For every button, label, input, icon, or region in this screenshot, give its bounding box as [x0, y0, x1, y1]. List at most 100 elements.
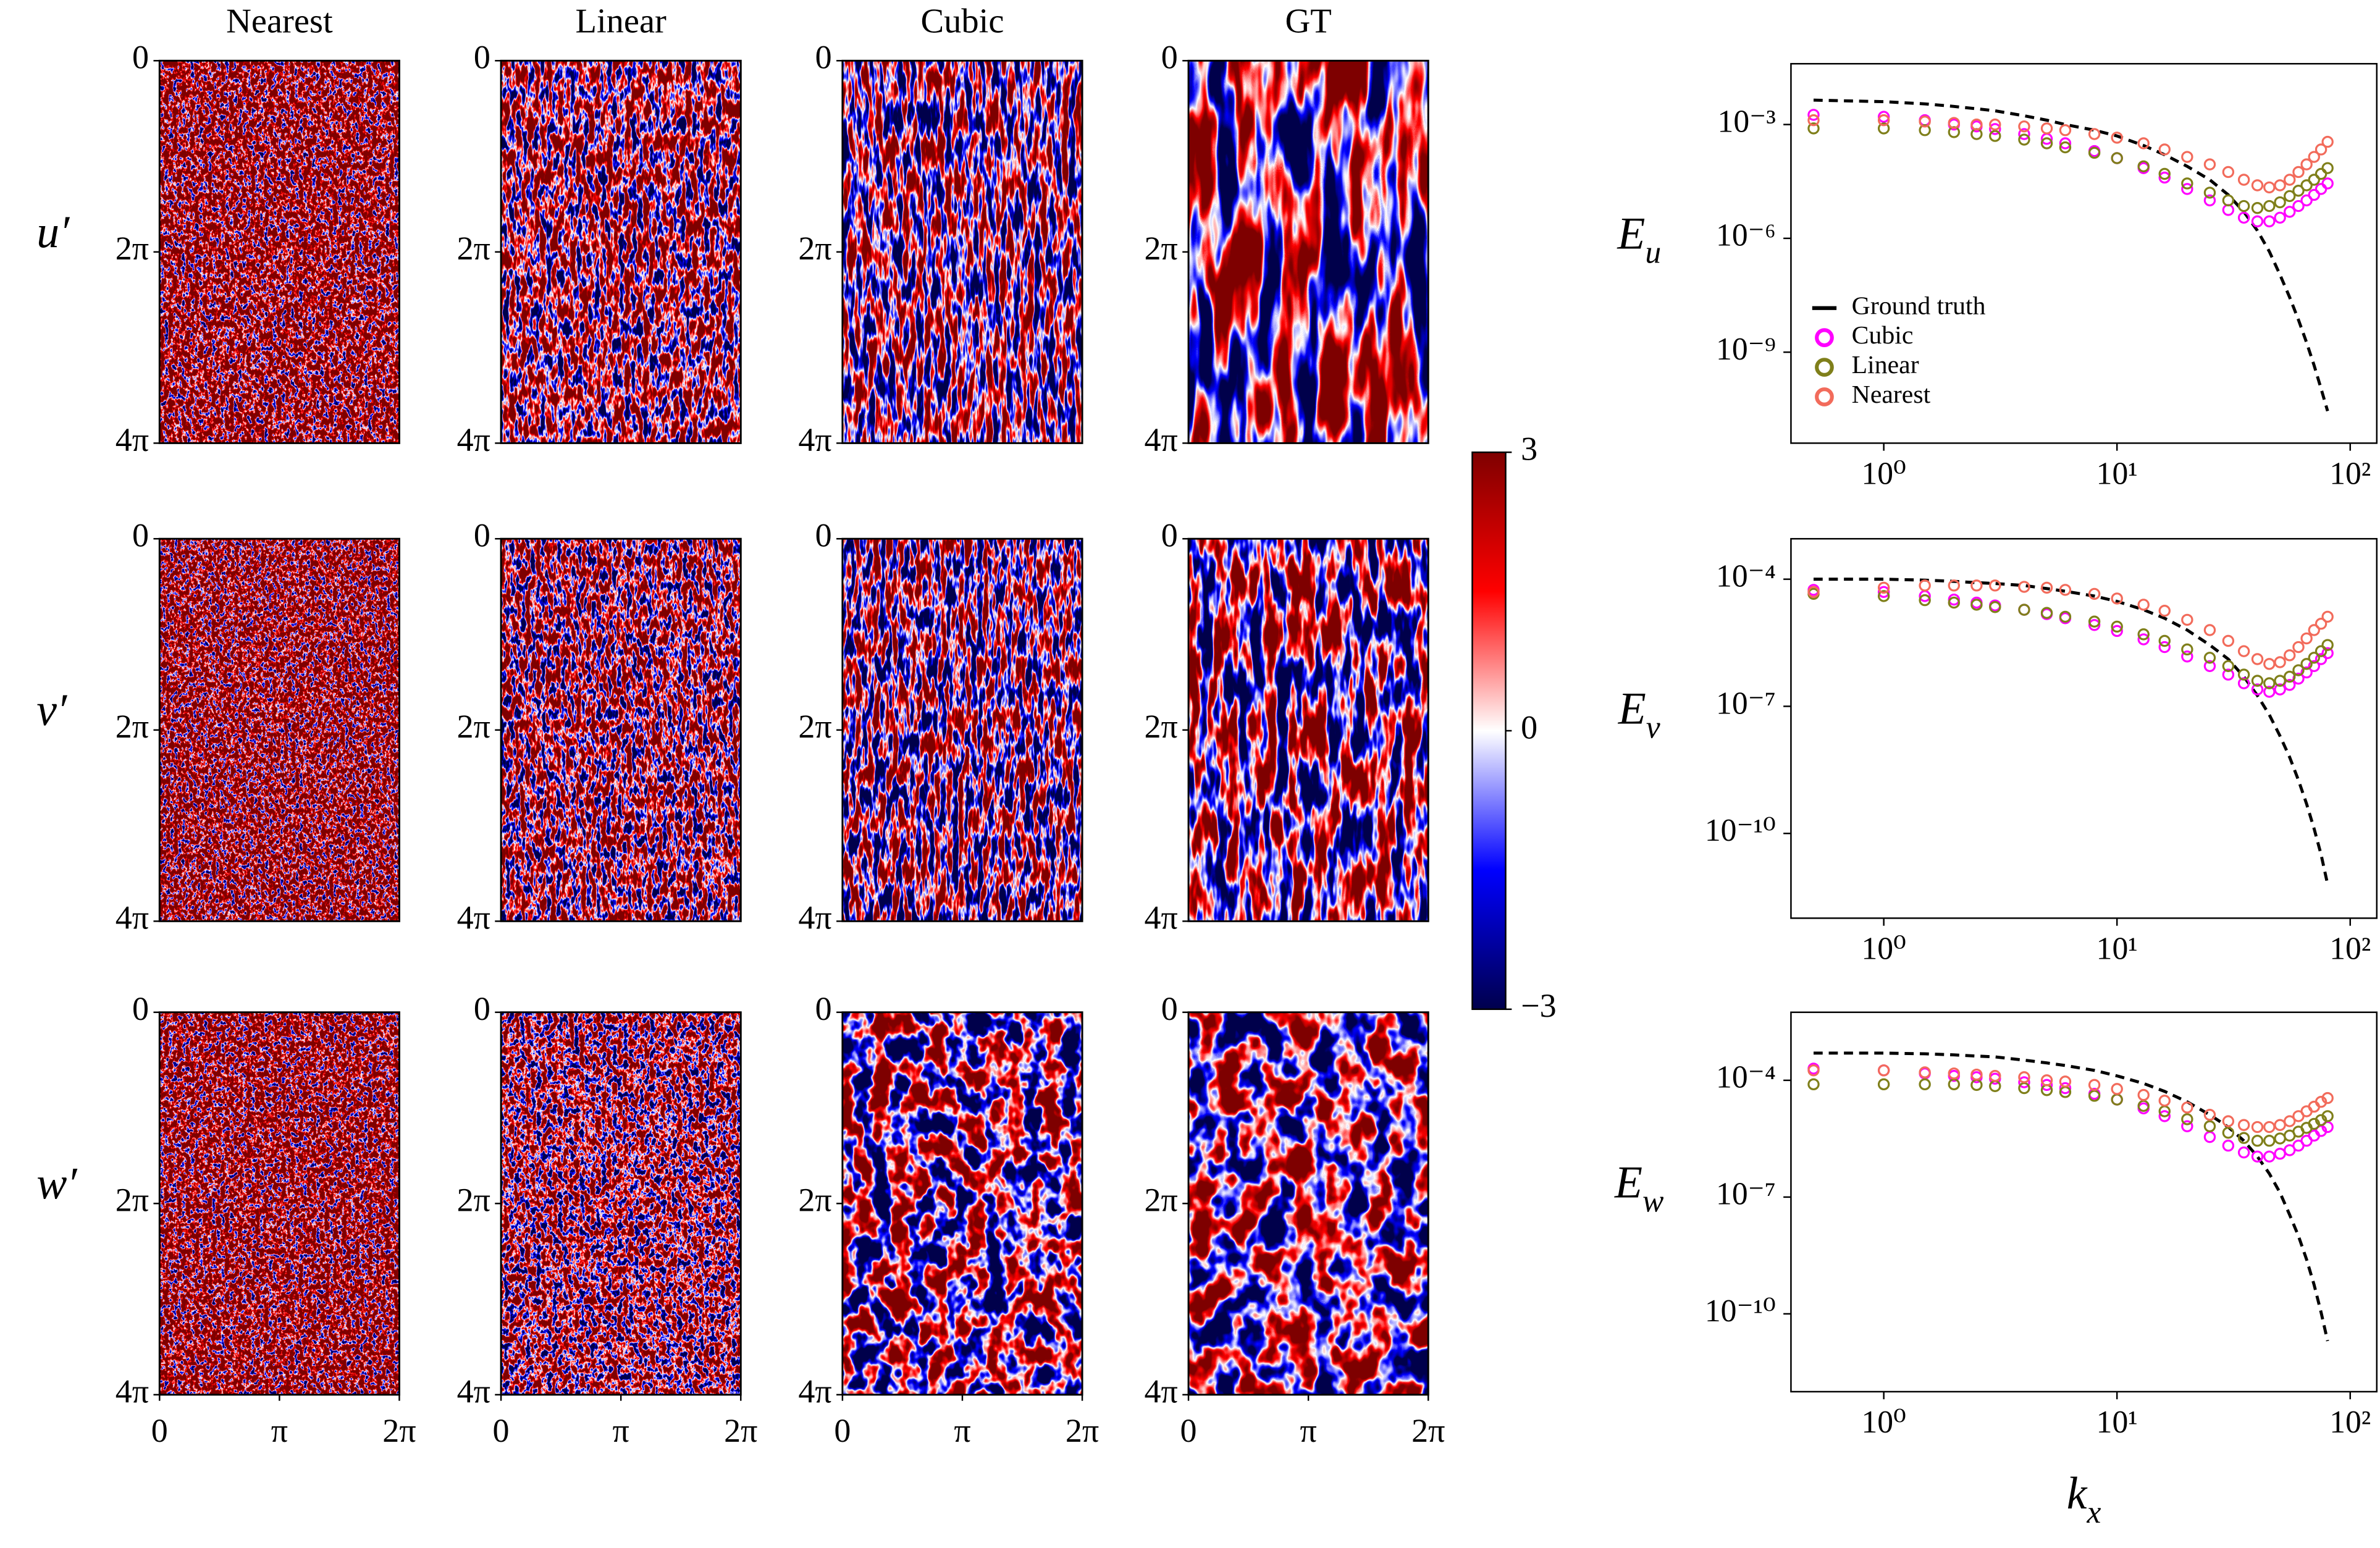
- spectrum-point: [2059, 124, 2072, 137]
- spectrum-point: [2263, 1121, 2276, 1134]
- spectrum-point: [2203, 158, 2216, 170]
- spectrum-point: [1989, 601, 2001, 613]
- spectrum-point: [2308, 151, 2320, 163]
- y-tick-label: 0: [474, 990, 490, 1027]
- y-tick-label: 0: [474, 39, 490, 76]
- spectrum-point: [2274, 1119, 2286, 1131]
- legend-marker: [1815, 387, 1834, 406]
- field-panel: [1188, 61, 1429, 444]
- spectrum-point: [1989, 118, 2001, 131]
- spectrum-point: [2203, 1120, 2216, 1132]
- spectrum-point: [2137, 599, 2150, 611]
- spectrum-point: [2018, 1076, 2030, 1088]
- spectrum-point: [2018, 128, 2030, 140]
- spectrum-point: [2040, 1074, 2053, 1087]
- y-tick-label: 0: [1161, 517, 1178, 554]
- spectrum-point: [1948, 117, 1961, 129]
- spectrum-point: [2237, 174, 2250, 186]
- spectrum-point: [1989, 1069, 2001, 1082]
- spectrum-point: [2251, 1150, 2264, 1163]
- spectrum-point: [2158, 1110, 2171, 1122]
- spectrum-point: [2111, 132, 2123, 144]
- field-panel: [501, 1012, 741, 1395]
- spectrum-point: [2315, 143, 2327, 156]
- y-tick-label: 2π: [1145, 230, 1178, 267]
- y-tick-label: 0: [1161, 990, 1178, 1027]
- spectrum-point: [2088, 1079, 2101, 1092]
- field-panel: [159, 1012, 400, 1395]
- spectrum-point: [2237, 1119, 2250, 1131]
- spectrum-point: [1877, 1078, 1890, 1091]
- spectrum-point: [2308, 188, 2320, 201]
- spectrum-point: [2181, 177, 2193, 190]
- spectrum-point: [2274, 675, 2286, 687]
- x-tick-label: 2π: [724, 1412, 757, 1449]
- spectrum-point: [2251, 653, 2264, 665]
- spectrum-point: [2181, 650, 2193, 663]
- field-panel: [842, 539, 1083, 922]
- spectrum-point: [2251, 202, 2264, 214]
- spectrum-point: [2018, 120, 2030, 133]
- y-tick-label: 2π: [116, 230, 149, 267]
- y-tick-label: 4π: [798, 899, 831, 936]
- x-axis-label-symbol: k: [2067, 1468, 2088, 1518]
- field-panel: [1188, 1012, 1429, 1395]
- ground-truth-line: [1813, 98, 2329, 412]
- y-tick-label: 2π: [1145, 708, 1178, 745]
- spectrum-point: [2284, 174, 2296, 186]
- spectrum-point: [2222, 1127, 2235, 1139]
- spectrum-point: [2137, 137, 2150, 149]
- spectrum-point: [1807, 114, 1820, 127]
- spectrum-point: [2158, 171, 2171, 184]
- x-tick-label: 10¹: [2096, 456, 2138, 491]
- x-tick-label: π: [271, 1412, 288, 1449]
- spectrum-point: [2321, 135, 2334, 148]
- spectrum-point: [1989, 579, 2001, 592]
- y-tick-label: 0: [132, 517, 149, 554]
- spectrum-point: [2181, 151, 2193, 163]
- spectrum-point: [2018, 133, 2030, 146]
- x-tick-label: 10²: [2329, 1405, 2371, 1440]
- spectrum-point: [2292, 200, 2305, 212]
- spectrum-point: [2321, 177, 2334, 190]
- spectrum-point: [2263, 181, 2276, 194]
- column-title: Cubic: [920, 2, 1004, 40]
- spectrum-point: [1919, 1078, 1931, 1091]
- spectrum-point: [2181, 1120, 2193, 1132]
- y-tick-label: 0: [1161, 39, 1178, 76]
- y-tick-label: 4π: [116, 1373, 149, 1410]
- spectrum-point: [2137, 1088, 2150, 1101]
- x-tick-label: 0: [834, 1412, 851, 1449]
- spectrum-point: [2263, 215, 2276, 228]
- spectrum-point: [2300, 666, 2313, 679]
- spectrum-point: [2040, 1079, 2053, 1092]
- colorbar-tick-label: −3: [1521, 987, 1557, 1024]
- spectrum-point: [2088, 587, 2101, 600]
- spectrum-point: [2059, 610, 2072, 623]
- spectrum-point: [2222, 166, 2235, 179]
- x-tick-label: 10²: [2329, 456, 2371, 491]
- y-axis-label-symbol: E: [1617, 208, 1645, 259]
- legend-marker: [1815, 328, 1834, 348]
- spectrum-point: [2158, 641, 2171, 654]
- colorbar-tick-label: 3: [1521, 431, 1537, 468]
- spectrum-point: [2274, 683, 2286, 696]
- plot-frame: [1790, 1011, 2378, 1393]
- spectrum-point: [2251, 215, 2264, 228]
- spectrum-point: [1989, 130, 2001, 142]
- spectrum-point: [2321, 162, 2334, 174]
- spectrum-point: [2181, 613, 2193, 626]
- y-tick-label: 10⁻¹⁰: [1705, 1294, 1776, 1329]
- spectrum-point: [2308, 624, 2320, 636]
- spectrum-point: [2251, 1121, 2264, 1134]
- spectrum-point: [2181, 1101, 2193, 1114]
- spectrum-point: [2263, 686, 2276, 698]
- legend-label: Cubic: [1852, 321, 1914, 350]
- spectrum-point: [2237, 1132, 2250, 1144]
- spectrum-point: [2158, 605, 2171, 617]
- y-tick-label: 2π: [116, 708, 149, 745]
- spectrum-point: [1877, 111, 1890, 123]
- x-tick-label: π: [954, 1412, 970, 1449]
- y-tick-label: 4π: [798, 421, 831, 458]
- y-tick-label: 4π: [116, 421, 149, 458]
